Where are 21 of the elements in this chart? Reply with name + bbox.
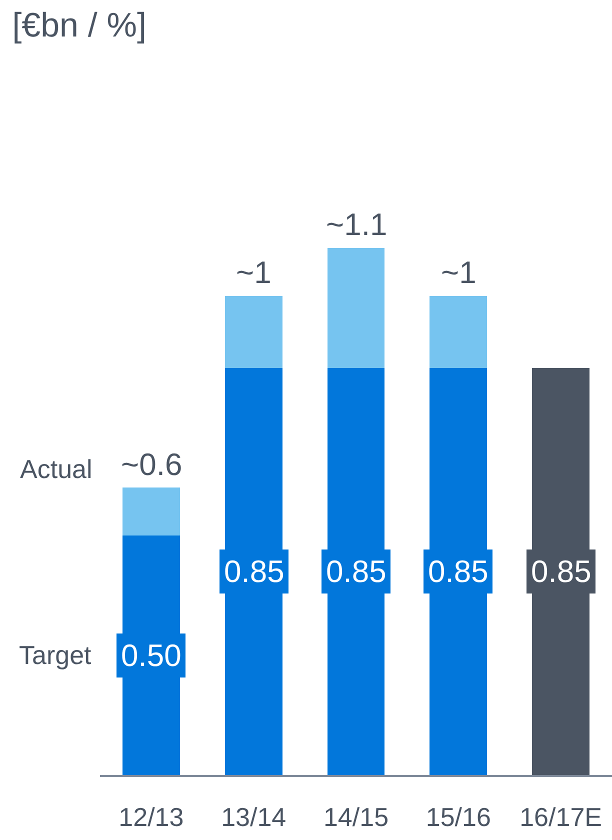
data-label: 0.85 [326, 554, 386, 589]
data-label: 0.85 [428, 554, 488, 589]
legend-label: Target [19, 640, 92, 670]
series-label: Actual [20, 454, 92, 484]
data-label: 0.85 [531, 554, 592, 589]
bar [430, 296, 488, 368]
bar [327, 248, 385, 368]
total-label: ~1 [236, 255, 272, 290]
total-label: ~1 [441, 255, 476, 290]
x-tick-label: 13/14 [221, 802, 286, 832]
x-tick-label: 15/16 [426, 802, 491, 832]
bar [122, 488, 180, 536]
chart-title: [€bn / %] [12, 6, 146, 44]
x-tick-label: 16/17E [520, 802, 602, 832]
x-tick-label: 12/13 [118, 802, 184, 832]
total-label: ~0.6 [121, 447, 182, 482]
data-label: 0.50 [121, 638, 182, 673]
total-label: ~1.1 [326, 207, 388, 242]
data-label: 0.85 [224, 554, 284, 589]
bar [224, 296, 282, 368]
x-tick-label: 14/15 [323, 802, 389, 832]
